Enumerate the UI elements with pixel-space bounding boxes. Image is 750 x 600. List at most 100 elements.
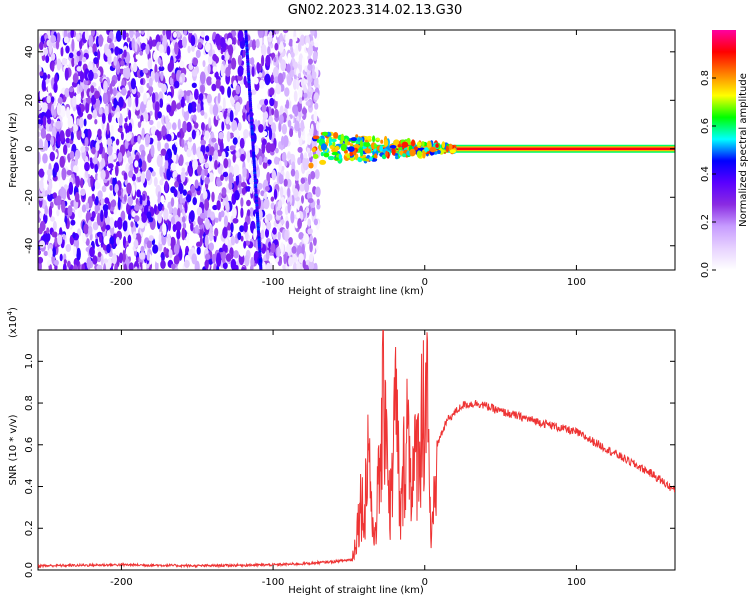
noise-cell: [81, 132, 85, 139]
noise-cell: [303, 84, 307, 95]
noise-cell: [235, 84, 241, 95]
noise-cell: [266, 221, 272, 231]
noise-cell: [97, 128, 102, 138]
noise-cell: [61, 221, 66, 232]
noise-cell: [49, 151, 55, 162]
noise-cell: [256, 182, 263, 190]
noise-cell: [172, 170, 178, 178]
x-tick-label: -100: [262, 577, 285, 588]
noise-cell: [115, 164, 119, 177]
noise-cell: [230, 57, 237, 70]
noise-cell: [211, 76, 217, 85]
noise-cell: [81, 56, 87, 63]
noise-cell: [153, 204, 157, 214]
noise-cell: [251, 66, 255, 77]
noise-cell: [213, 150, 219, 161]
noise-cell: [125, 132, 132, 142]
noise-cell: [220, 63, 225, 77]
noise-cell: [202, 60, 206, 68]
noise-cell: [208, 54, 213, 65]
noise-cell: [139, 252, 146, 260]
noise-cell: [278, 114, 284, 125]
noise-cell: [127, 234, 132, 244]
noise-cell: [63, 259, 67, 265]
noise-cell: [182, 222, 187, 229]
noise-cell: [42, 102, 48, 113]
noise-cell: [76, 118, 80, 126]
noise-cell: [38, 233, 41, 241]
snr-exponent-label: (x104): [6, 307, 19, 338]
noise-cell: [302, 209, 306, 219]
noise-cell: [95, 196, 99, 206]
noise-cell: [243, 129, 249, 139]
noise-cell: [211, 253, 216, 264]
noise-cell: [71, 57, 75, 68]
noise-cell: [110, 79, 116, 87]
noise-cell: [54, 74, 58, 85]
noise-cell: [90, 160, 93, 169]
noise-cell: [224, 238, 229, 246]
noise-cell: [281, 135, 285, 146]
signal-cluster-cell: [346, 155, 350, 159]
noise-cell: [306, 147, 311, 154]
noise-cell: [277, 72, 284, 85]
noise-cell: [158, 44, 164, 54]
noise-cell: [96, 264, 103, 270]
noise-cell: [113, 56, 117, 67]
colorbar-tick-label: 0.0: [700, 262, 711, 278]
noise-cell: [183, 30, 188, 36]
noise-cell: [154, 101, 160, 113]
noise-cell: [280, 165, 285, 172]
noise-cell: [146, 100, 152, 112]
noise-cell: [102, 92, 108, 105]
spectrogram-y-ticks: -40 -20 0 20 40: [24, 45, 675, 254]
noise-cell: [243, 240, 247, 249]
noise-cell: [39, 88, 43, 101]
noise-cell: [50, 216, 55, 222]
noise-cell: [308, 260, 315, 270]
noise-cell: [212, 103, 219, 117]
noise-cell: [203, 168, 209, 176]
noise-cell: [53, 162, 59, 173]
noise-cell: [233, 95, 239, 101]
noise-cell: [94, 90, 100, 100]
noise-cell: [57, 234, 63, 246]
noise-cell: [52, 192, 57, 199]
noise-cell: [241, 187, 246, 195]
noise-cell: [39, 240, 46, 248]
signal-cluster-cell: [385, 150, 389, 158]
noise-cell: [152, 244, 159, 254]
noise-cell: [133, 215, 140, 222]
noise-cell: [243, 75, 247, 86]
noise-cell: [188, 136, 193, 143]
noise-cell: [149, 194, 156, 207]
noise-cell: [136, 189, 142, 198]
noise-cell: [215, 217, 219, 223]
noise-cell: [262, 138, 267, 145]
colorbar-tick-label: 0.6: [700, 118, 711, 134]
signal-cluster-cell: [369, 156, 373, 161]
noise-cell: [88, 46, 93, 54]
noise-cell: [63, 36, 69, 44]
noise-cell: [261, 131, 268, 137]
noise-cell: [261, 54, 265, 67]
noise-cell: [70, 131, 74, 141]
signal-cluster-cell: [331, 138, 337, 143]
noise-cell: [62, 233, 66, 240]
noise-cell: [160, 260, 166, 269]
noise-cell: [64, 87, 70, 98]
noise-cell: [293, 90, 298, 102]
noise-cell: [101, 158, 105, 168]
noise-cell: [56, 102, 61, 116]
noise-cell: [237, 30, 244, 42]
noise-cell: [159, 164, 164, 178]
noise-cell: [100, 209, 104, 222]
noise-cell: [268, 127, 273, 140]
noise-cell: [222, 171, 229, 178]
noise-cell: [287, 52, 292, 64]
noise-cell: [192, 114, 197, 122]
noise-cell: [178, 94, 182, 101]
signal-cluster-cell: [413, 146, 418, 151]
noise-cell: [230, 235, 236, 246]
